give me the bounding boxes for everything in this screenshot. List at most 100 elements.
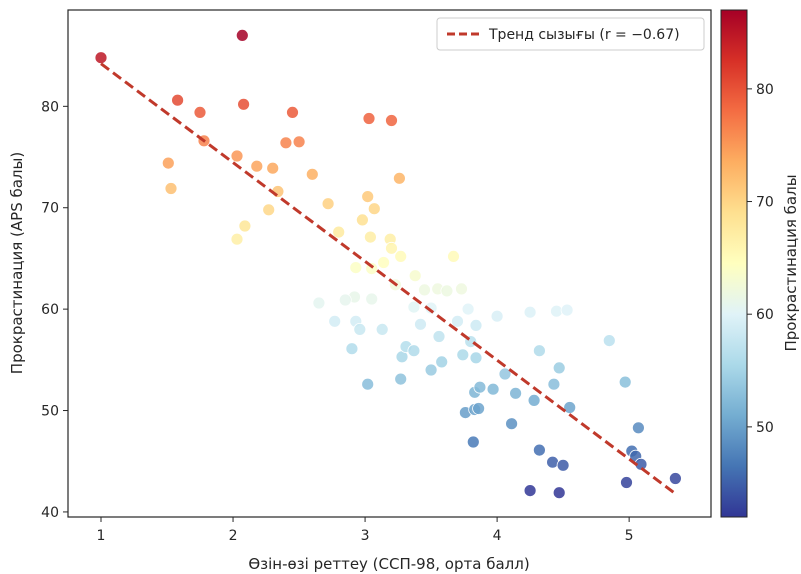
colorbar-label: Прокрастинация балы: [782, 174, 800, 351]
data-point: [435, 355, 449, 369]
x-tick-label: 5: [625, 528, 634, 544]
data-point: [550, 304, 563, 318]
data-point: [361, 190, 375, 204]
data-point: [407, 344, 421, 358]
data-point: [547, 377, 561, 391]
data-point: [486, 382, 500, 396]
data-point: [355, 213, 369, 227]
data-point: [338, 293, 352, 307]
x-tick-label: 2: [229, 528, 238, 544]
legend-trend-label: Тренд сызығы (r = −0.67): [488, 27, 680, 43]
data-point: [286, 106, 299, 119]
data-point: [238, 219, 252, 233]
data-point: [560, 303, 574, 317]
y-axis: 40 50 60 70 80: [41, 99, 68, 521]
data-point: [328, 314, 342, 328]
data-point: [440, 284, 454, 298]
data-point: [456, 348, 470, 362]
data-point: [237, 97, 251, 111]
data-point: [377, 256, 391, 269]
data-point: [363, 230, 377, 244]
data-point: [432, 330, 446, 343]
y-tick-label: 50: [41, 404, 59, 420]
data-point: [292, 135, 306, 149]
data-point: [618, 375, 632, 389]
data-point: [375, 322, 389, 336]
data-point: [505, 417, 519, 431]
data-point: [394, 372, 408, 386]
data-point: [321, 197, 335, 211]
data-point: [408, 269, 422, 283]
data-point: [533, 344, 546, 358]
data-point: [164, 182, 178, 195]
data-point: [385, 241, 398, 255]
plot-frame: [67, 9, 712, 518]
colorbar-tick-label: 50: [756, 420, 774, 436]
data-point: [365, 292, 379, 306]
data-point: [455, 282, 468, 296]
legend: Тренд сызығы (r = −0.67): [436, 17, 705, 51]
data-point: [473, 380, 487, 394]
data-point: [602, 334, 616, 348]
data-point: [527, 393, 541, 407]
colorbar-tick-label: 60: [756, 307, 774, 323]
data-point: [332, 225, 346, 239]
data-point: [669, 472, 682, 485]
data-point: [472, 402, 486, 415]
y-axis-label: Прокрастинация (APS балы): [8, 152, 26, 374]
data-point: [262, 203, 276, 217]
data-point: [266, 161, 280, 175]
data-point: [394, 249, 408, 263]
data-point: [632, 421, 645, 435]
data-point: [362, 112, 376, 125]
data-point: [447, 249, 460, 263]
data-point: [469, 351, 483, 365]
data-point: [552, 486, 566, 500]
y-tick-label: 70: [41, 201, 59, 217]
data-point: [235, 29, 249, 42]
data-point: [230, 232, 244, 246]
data-point: [414, 317, 427, 331]
data-point: [461, 302, 475, 316]
data-point: [490, 309, 504, 323]
data-point: [620, 476, 633, 489]
data-point: [367, 202, 381, 216]
points-layer: [94, 29, 682, 500]
data-point: [279, 136, 293, 150]
data-point: [94, 51, 108, 65]
data-point: [509, 386, 522, 400]
data-point: [563, 401, 577, 414]
colorbar-tick-label: 70: [756, 195, 774, 211]
data-point: [305, 167, 319, 181]
data-point: [312, 296, 326, 310]
colorbar: [720, 9, 748, 518]
x-axis-label: Өзін-өзі реттеу (ССП-98, орта балл): [248, 555, 529, 573]
colorbar-tick-label: 80: [756, 82, 774, 98]
data-point: [424, 363, 438, 377]
legend-box: [436, 17, 705, 51]
data-point: [533, 443, 546, 457]
data-point: [161, 156, 175, 170]
data-point: [250, 159, 264, 173]
x-tick-label: 3: [361, 528, 370, 544]
data-point: [469, 318, 483, 332]
data-point: [451, 314, 464, 328]
data-point: [392, 171, 406, 185]
data-point: [498, 367, 512, 381]
data-point: [361, 377, 375, 391]
data-point: [418, 283, 431, 297]
data-point: [385, 114, 398, 127]
y-tick-label: 40: [41, 505, 59, 521]
data-point: [171, 93, 185, 107]
data-point: [556, 458, 570, 472]
y-tick-label: 60: [41, 302, 59, 318]
data-point: [407, 300, 421, 314]
data-point: [523, 484, 537, 498]
x-axis: 1 2 3 4 5: [97, 517, 634, 544]
data-point: [349, 261, 363, 275]
data-point: [353, 322, 367, 336]
x-tick-label: 4: [493, 528, 502, 544]
x-tick-label: 1: [97, 528, 106, 544]
y-tick-label: 80: [41, 99, 59, 115]
